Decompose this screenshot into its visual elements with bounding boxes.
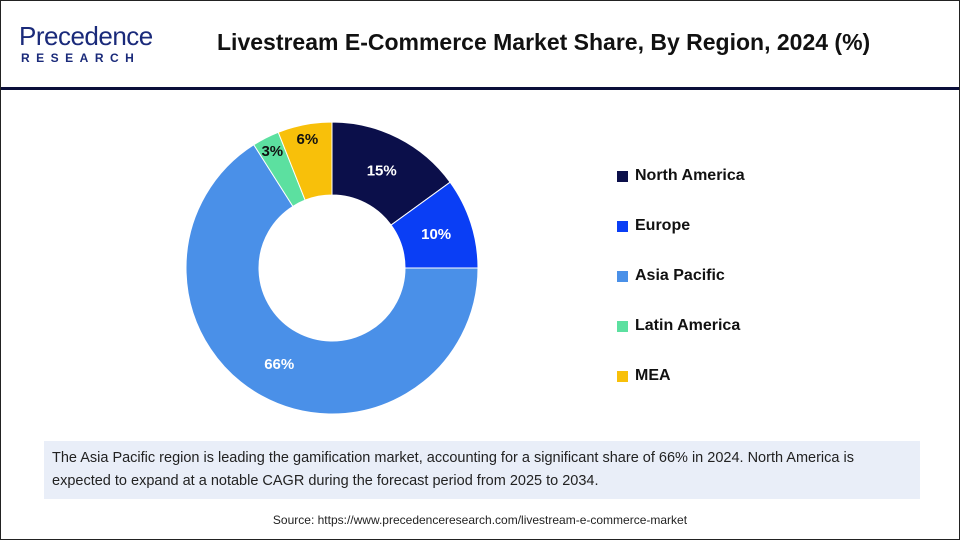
data-label: 10% [421, 226, 451, 243]
legend-item: North America [617, 151, 745, 201]
legend-swatch [617, 220, 628, 232]
logo-line2: RESEARCH [21, 51, 141, 65]
legend-label: North America [635, 167, 745, 184]
legend-swatch [617, 320, 628, 332]
data-label: 15% [367, 162, 397, 179]
legend-item: Europe [617, 201, 745, 251]
legend-label: Latin America [635, 317, 741, 334]
data-label: 6% [297, 131, 319, 148]
source-text: Source: https://www.precedenceresearch.c… [272, 513, 688, 527]
chart-title: Livestream E-Commerce Market Share, By R… [217, 29, 871, 55]
header-divider [1, 87, 959, 90]
legend-swatch [617, 170, 628, 182]
legend-swatch [617, 270, 628, 282]
slice-mea [277, 121, 333, 201]
legend-item: MEA [617, 351, 745, 401]
logo-line1: Precedence [19, 21, 153, 51]
slice-asia-pacific [185, 144, 479, 415]
legend-label: Europe [635, 217, 691, 234]
legend-item: Latin America [617, 301, 745, 351]
summary-note: The Asia Pacific region is leading the g… [44, 441, 920, 499]
data-label: 3% [261, 143, 283, 160]
legend-item: Asia Pacific [617, 251, 745, 301]
legend-label: MEA [635, 367, 671, 384]
legend: North America Europe Asia Pacific Latin Ame… [617, 151, 745, 401]
legend-label: Asia Pacific [635, 267, 725, 284]
logo: Precedence RESEARCH [19, 21, 159, 69]
legend-swatch [617, 370, 628, 382]
data-label: 66% [264, 356, 294, 373]
